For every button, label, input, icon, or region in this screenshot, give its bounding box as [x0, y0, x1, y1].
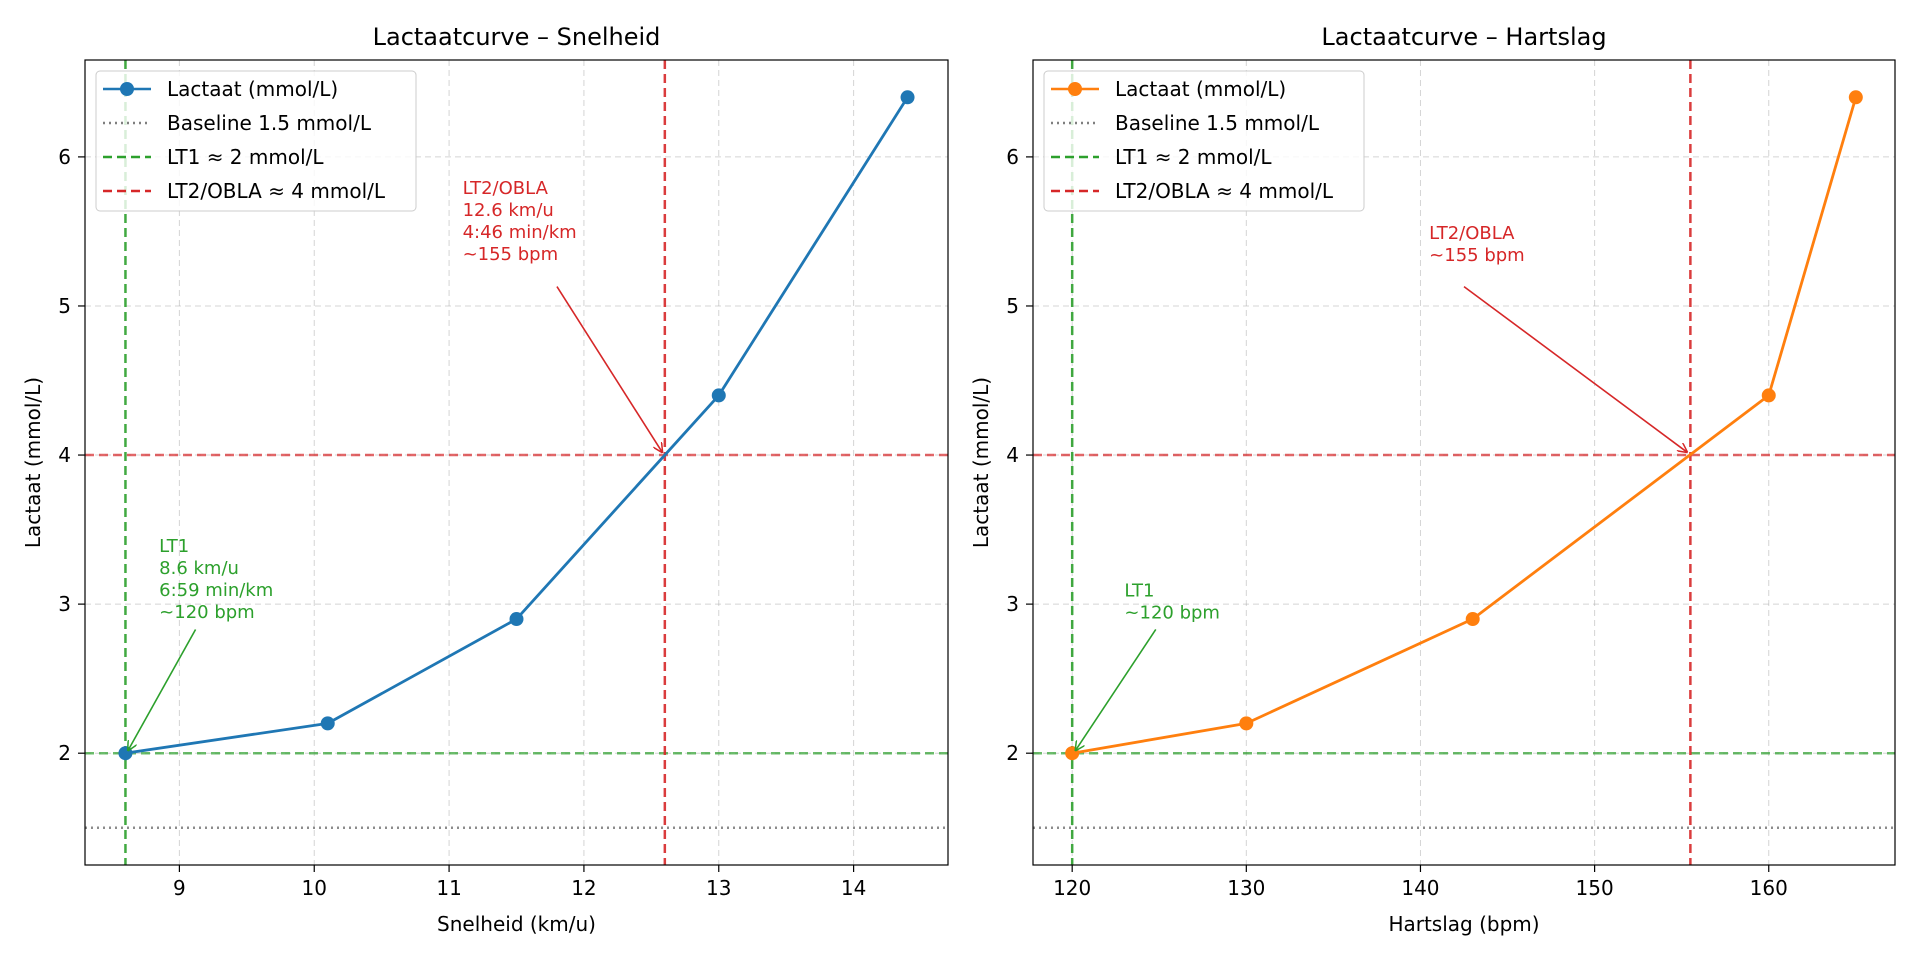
annotation-text-line: LT1 [159, 536, 189, 557]
y-tick-label: 6 [58, 145, 71, 169]
annotation-text-line: ~155 bpm [463, 244, 559, 265]
y-tick-label: 3 [1006, 592, 1019, 616]
x-tick-label: 11 [436, 876, 461, 900]
y-tick-label: 2 [1006, 741, 1019, 765]
y-ticks: 2 3 4 5 6 [58, 145, 85, 765]
legend-label-lt2: LT2/OBLA ≈ 4 mmol/L [1115, 179, 1334, 203]
annotation-arrow [128, 629, 197, 750]
annotation-arrow [1076, 629, 1157, 750]
x-tick-label: 9 [173, 876, 186, 900]
data-point [900, 90, 915, 105]
y-ticks: 2 3 4 5 6 [1006, 145, 1033, 765]
x-tick-label: 14 [841, 876, 866, 900]
data-point [1239, 716, 1254, 731]
series-lactaat [1065, 90, 1863, 761]
annotations: LT1~120 bpm LT2/OBLA~155 bpm [1076, 223, 1687, 750]
legend-marker-lactaat [120, 82, 134, 96]
data-point [320, 716, 335, 731]
legend-box [1043, 70, 1365, 212]
series-lactaat [118, 90, 915, 761]
chart-title: Lactaatcurve – Hartslag [1321, 23, 1606, 51]
legend-box [95, 70, 417, 212]
x-axis-label: Hartslag (bpm) [1388, 912, 1539, 936]
x-tick-label: 130 [1227, 876, 1265, 900]
annotation-arrow [1463, 285, 1687, 452]
data-point [1465, 612, 1480, 627]
legend-label-lt1: LT1 ≈ 2 mmol/L [167, 145, 324, 169]
legend-label-lactaat: Lactaat (mmol/L) [1115, 77, 1286, 101]
legend-label-baseline: Baseline 1.5 mmol/L [1115, 111, 1320, 135]
x-axis-label: Snelheid (km/u) [437, 912, 596, 936]
legend: Lactaat (mmol/L) Baseline 1.5 mmol/L LT1… [1043, 70, 1365, 212]
y-axis-label: Lactaat (mmol/L) [21, 377, 45, 548]
x-tick-label: 12 [571, 876, 596, 900]
y-axis-label: Lactaat (mmol/L) [969, 377, 993, 548]
annotation-arrow [556, 286, 662, 452]
legend-marker-lactaat [1068, 82, 1082, 96]
y-tick-label: 5 [58, 294, 71, 318]
annotation-text-line: 6:59 min/km [159, 580, 273, 601]
y-tick-label: 5 [1006, 294, 1019, 318]
plot-frame [1032, 59, 1896, 866]
x-tick-label: 140 [1401, 876, 1439, 900]
legend-label-lactaat: Lactaat (mmol/L) [167, 77, 338, 101]
data-point [1761, 388, 1776, 403]
legend-label-baseline: Baseline 1.5 mmol/L [167, 111, 372, 135]
legend: Lactaat (mmol/L) Baseline 1.5 mmol/L LT1… [95, 70, 417, 212]
data-point [711, 388, 726, 403]
y-tick-label: 3 [58, 592, 71, 616]
annotation-text-line: 8.6 km/u [159, 558, 239, 579]
x-ticks: 9 10 11 12 13 14 [173, 865, 866, 900]
annotation-text-line: ~120 bpm [1124, 603, 1220, 624]
chart-heartrate: LT1~120 bpm LT2/OBLA~155 bpm 120 130 140 150… [969, 23, 1896, 936]
data-point [1848, 90, 1863, 105]
annotation-text-line: LT2/OBLA [463, 178, 549, 199]
annotation-text-line: LT1 [1124, 581, 1154, 602]
chart-title: Lactaatcurve – Snelheid [373, 23, 661, 51]
annotation-text-line: 12.6 km/u [463, 200, 554, 221]
x-tick-label: 120 [1053, 876, 1091, 900]
legend-label-lt2: LT2/OBLA ≈ 4 mmol/L [167, 179, 386, 203]
x-tick-label: 13 [706, 876, 731, 900]
y-tick-label: 4 [1006, 443, 1019, 467]
annotation-text-line: 4:46 min/km [463, 222, 577, 243]
annotation-text-line: ~155 bpm [1429, 245, 1525, 266]
annotation-text-line: ~120 bpm [159, 602, 255, 623]
data-point [118, 746, 133, 761]
y-tick-label: 6 [1006, 145, 1019, 169]
x-tick-label: 160 [1750, 876, 1788, 900]
x-tick-label: 10 [302, 876, 327, 900]
legend-label-lt1: LT1 ≈ 2 mmol/L [1115, 145, 1272, 169]
x-ticks: 120 130 140 150 160 [1053, 865, 1788, 900]
y-tick-label: 4 [58, 443, 71, 467]
y-tick-label: 2 [58, 741, 71, 765]
data-point [509, 612, 524, 627]
plot-frame [84, 59, 949, 866]
annotation-text-line: LT2/OBLA [1429, 223, 1515, 244]
x-tick-label: 150 [1576, 876, 1614, 900]
